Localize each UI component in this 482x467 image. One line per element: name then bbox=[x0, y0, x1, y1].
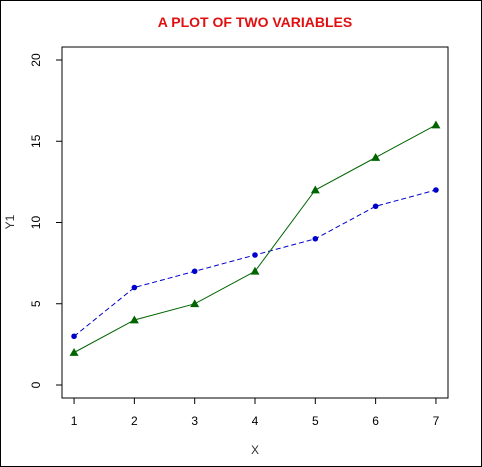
series-2 bbox=[69, 120, 441, 356]
plot-area-border bbox=[61, 46, 449, 399]
y-tick-label: 20 bbox=[29, 53, 43, 67]
x-tick-label: 3 bbox=[191, 414, 198, 428]
y-tick-label: 0 bbox=[29, 381, 43, 388]
y-tick-label: 15 bbox=[29, 134, 43, 148]
data-point bbox=[310, 185, 320, 194]
data-point bbox=[312, 235, 319, 242]
data-point bbox=[191, 268, 198, 275]
x-axis-label: X bbox=[251, 443, 259, 457]
y-tick-label: 10 bbox=[29, 216, 43, 230]
series-1 bbox=[71, 187, 439, 340]
chart-title: A PLOT OF TWO VARIABLES bbox=[158, 14, 352, 30]
x-axis: 1 2 3 4 5 6 7 bbox=[71, 398, 440, 428]
x-tick-label: 5 bbox=[312, 414, 319, 428]
data-point bbox=[129, 315, 139, 324]
x-tick-label: 6 bbox=[372, 414, 379, 428]
data-point bbox=[252, 252, 258, 258]
data-point bbox=[433, 187, 439, 193]
y-axis: 0 5 10 15 20 bbox=[29, 53, 62, 388]
x-tick-label: 2 bbox=[131, 414, 138, 428]
series-layer bbox=[69, 120, 441, 356]
data-point bbox=[131, 284, 138, 291]
data-point bbox=[71, 333, 77, 340]
series-line bbox=[73, 124, 437, 353]
x-tick-label: 4 bbox=[252, 414, 259, 428]
data-point bbox=[190, 299, 200, 308]
data-point bbox=[431, 120, 441, 129]
y-tick-label: 5 bbox=[29, 300, 43, 307]
series-line bbox=[73, 189, 437, 337]
x-tick-label: 1 bbox=[71, 414, 78, 428]
data-point bbox=[250, 266, 260, 275]
data-point bbox=[371, 153, 381, 161]
data-point bbox=[69, 348, 79, 356]
data-point bbox=[372, 203, 379, 210]
x-tick-label: 7 bbox=[433, 414, 440, 428]
y-axis-label: Y1 bbox=[3, 214, 17, 229]
